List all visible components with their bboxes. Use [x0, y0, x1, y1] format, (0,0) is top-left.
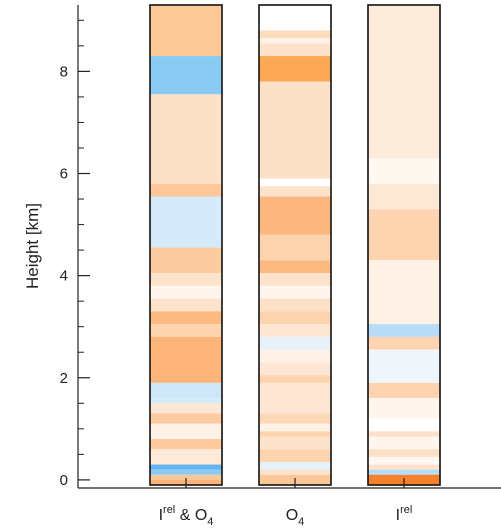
layer-cell [150, 56, 222, 95]
layer-cell [150, 247, 222, 274]
layer-cell [368, 336, 440, 350]
layer-cell [150, 336, 222, 383]
layer-cell [259, 436, 331, 450]
y-tick-label: 8 [60, 63, 68, 80]
y-tick-label: 4 [60, 268, 68, 285]
layer-cell [259, 30, 331, 39]
layer-cell [150, 464, 222, 470]
layer-cell [150, 413, 222, 424]
y-tick-label: 6 [60, 166, 68, 183]
column-strips [149, 4, 441, 486]
layer-cell [368, 469, 440, 475]
layer-cell [259, 56, 331, 82]
layer-cell [259, 43, 331, 57]
y-tick-label: 0 [60, 472, 68, 489]
y-axis-label: Height [km] [23, 203, 42, 289]
layer-cell [150, 273, 222, 286]
layer-cell [368, 5, 440, 159]
layer-cell [259, 5, 331, 31]
layer-cell [368, 449, 440, 457]
layer-cell [259, 324, 331, 337]
layer-cell [150, 196, 222, 248]
layer-cell [368, 398, 440, 419]
layer-cell [368, 209, 440, 261]
layer-cell [259, 178, 331, 187]
layer-cell [368, 183, 440, 210]
layer-cell [259, 336, 331, 350]
layer-cell [150, 403, 222, 414]
layer-cell [150, 5, 222, 57]
category-label-3: Irel [396, 504, 413, 524]
layer-cell [259, 375, 331, 383]
layer-cell [259, 362, 331, 376]
layer-cell [259, 449, 331, 463]
column-strip-1 [149, 4, 223, 486]
layer-cell [259, 298, 331, 312]
layer-cell [259, 413, 331, 424]
layer-cell [368, 436, 440, 450]
layer-cell [150, 285, 222, 299]
layer-cell [150, 423, 222, 440]
layer-cell [368, 349, 440, 383]
layer-cell [368, 260, 440, 325]
layer-cell [150, 311, 222, 325]
column-strip-3 [367, 4, 441, 486]
layer-cell [150, 469, 222, 475]
column-strip-2 [258, 4, 332, 486]
layer-cell [259, 81, 331, 179]
category-labels: Irel & O4 O4 Irel [159, 504, 413, 528]
layer-cell [368, 324, 440, 337]
layer-cell [259, 234, 331, 261]
y-tick-label: 2 [60, 370, 68, 387]
layer-cell [259, 469, 331, 475]
category-label-1: Irel & O4 [159, 504, 214, 528]
layer-cell [368, 158, 440, 184]
y-ticks: 0 2 4 6 8 [60, 19, 405, 489]
layer-cell [259, 423, 331, 432]
layer-cell [368, 431, 440, 437]
layer-cell [259, 382, 331, 414]
layer-cell [150, 382, 222, 399]
layer-cell [259, 311, 331, 325]
layer-cell [150, 94, 222, 184]
category-label-2: O4 [286, 507, 305, 528]
layer-cell [150, 474, 222, 480]
layer-cell [259, 273, 331, 286]
layer-cell [150, 398, 222, 404]
layer-cell [259, 186, 331, 197]
layer-cell [259, 38, 331, 44]
layer-cell [368, 456, 440, 465]
layer-cell [259, 431, 331, 437]
layer-cell [368, 464, 440, 470]
layer-cell [368, 382, 440, 399]
axes [77, 5, 501, 489]
layer-cell [259, 196, 331, 235]
layer-cell [259, 260, 331, 274]
layer-cell [150, 449, 222, 465]
layer-cell [259, 285, 331, 299]
layer-cell [259, 462, 331, 470]
layer-cell [150, 324, 222, 337]
layer-cell [150, 439, 222, 450]
layer-cell [259, 349, 331, 363]
layer-cell [150, 298, 222, 312]
layer-cell [368, 418, 440, 432]
layer-cell [150, 183, 222, 197]
